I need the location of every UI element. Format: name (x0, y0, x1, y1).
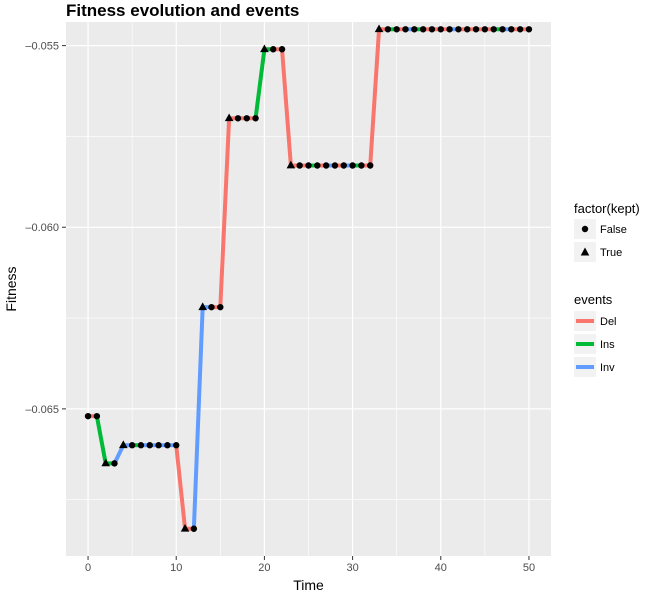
point-kept-false (234, 115, 242, 122)
data-points (84, 24, 533, 532)
point-kept-false (93, 412, 101, 420)
circle-icon (581, 225, 589, 233)
point-kept-false (340, 162, 347, 169)
legend-factor-kept-title: factor(kept) (574, 201, 640, 216)
point-kept-false (464, 26, 471, 33)
segment-ins (253, 48, 267, 119)
point-kept-false (358, 162, 365, 169)
point-kept-false (525, 26, 533, 33)
point-kept-true (286, 160, 296, 169)
point-kept-false (217, 303, 224, 311)
point-kept-false (190, 525, 198, 532)
x-tick-label: 40 (435, 562, 447, 574)
segment-del (368, 29, 382, 166)
x-tick-label: 20 (258, 562, 270, 574)
point-kept-false (384, 26, 392, 33)
chart-title: Fitness evolution and events (66, 1, 299, 20)
point-kept-false (499, 26, 506, 33)
point-kept-false (490, 26, 497, 33)
point-kept-true (101, 458, 110, 467)
legend-events: events Del Ins Inv (574, 292, 617, 377)
point-kept-false (164, 442, 171, 449)
axes: 0 10 20 30 40 50 –0.065 –0.060 –0.055 (25, 41, 535, 574)
point-kept-false (208, 303, 215, 311)
point-kept-false (155, 442, 162, 449)
point-kept-false (393, 26, 400, 33)
point-kept-false (402, 26, 409, 33)
point-kept-false (128, 442, 136, 449)
point-kept-false (137, 442, 145, 449)
legend-ins-label: Ins (600, 339, 615, 351)
point-kept-false (516, 26, 524, 33)
point-kept-true (224, 113, 234, 122)
point-kept-false (146, 442, 153, 449)
point-kept-false (173, 442, 180, 449)
x-tick-label: 30 (346, 562, 358, 574)
point-kept-false (270, 46, 277, 53)
y-tick-label: –0.065 (25, 404, 59, 416)
point-kept-true (260, 44, 269, 53)
point-kept-false (367, 162, 374, 169)
point-kept-true (374, 24, 384, 33)
point-kept-true (180, 523, 190, 532)
major-gridlines (66, 22, 551, 556)
segment-del (280, 49, 293, 166)
legend-events-title: events (574, 292, 613, 307)
segment-inv (112, 444, 126, 465)
legend-factor-kept: factor(kept) False True (574, 201, 640, 262)
point-kept-false (278, 46, 286, 53)
y-axis-title: Fitness (3, 266, 19, 311)
point-kept-false (305, 162, 312, 169)
legend-true-label: True (600, 247, 622, 259)
point-kept-false (508, 26, 515, 33)
x-tick-label: 0 (85, 562, 91, 574)
y-tick-label: –0.055 (25, 41, 59, 53)
point-kept-false (419, 26, 427, 33)
point-kept-false (428, 26, 436, 33)
point-kept-false (481, 26, 489, 33)
triangle-icon (580, 247, 590, 256)
point-kept-false (472, 26, 480, 33)
x-tick-label: 50 (523, 562, 535, 574)
point-kept-false (322, 162, 330, 169)
point-kept-false (411, 26, 418, 33)
point-kept-true (198, 302, 207, 311)
legend-del-label: Del (600, 316, 617, 328)
point-kept-false (296, 162, 303, 169)
point-kept-false (314, 162, 321, 169)
legend-false-label: False (600, 224, 627, 236)
x-axis-title: Time (293, 577, 324, 593)
point-kept-false (243, 115, 250, 122)
point-kept-true (119, 440, 128, 449)
point-kept-false (84, 412, 92, 420)
y-tick-label: –0.060 (25, 222, 59, 234)
point-kept-false (111, 460, 118, 467)
segment-ins (94, 415, 108, 464)
point-kept-false (446, 26, 453, 33)
segment-del (218, 118, 232, 308)
point-kept-false (252, 115, 259, 122)
legend-inv-label: Inv (600, 362, 615, 374)
point-kept-false (437, 26, 444, 33)
x-tick-label: 10 (170, 562, 182, 574)
segment-del (174, 444, 188, 529)
segment-inv (191, 307, 205, 529)
point-kept-false (349, 162, 356, 169)
point-kept-false (331, 162, 339, 169)
point-kept-false (455, 26, 462, 33)
